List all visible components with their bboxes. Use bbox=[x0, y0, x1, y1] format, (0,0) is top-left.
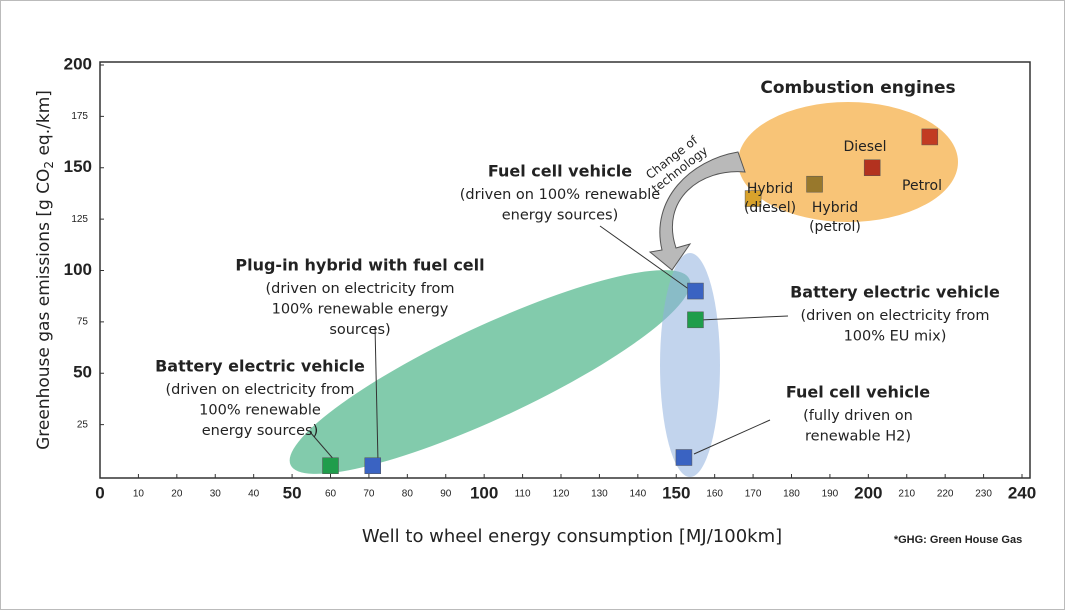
x-tick-label: 150 bbox=[662, 483, 690, 502]
point bbox=[687, 282, 704, 300]
y-tick-label: 100 bbox=[64, 260, 92, 279]
callout-line bbox=[693, 419, 771, 455]
footnote: *GHG: Green House Gas bbox=[894, 534, 1022, 546]
x-tick-label: 200 bbox=[854, 483, 882, 502]
x-tick-label: 110 bbox=[515, 489, 531, 500]
annotation-text: (fully driven on bbox=[803, 408, 913, 424]
annotation-text: (driven on electricity from bbox=[166, 382, 355, 398]
annotation-text: energy sources) bbox=[502, 208, 619, 224]
y-tick-label: 75 bbox=[77, 317, 89, 328]
x-tick-label: 100 bbox=[470, 483, 498, 502]
x-tick-label: 190 bbox=[822, 489, 839, 500]
x-tick-label: 0 bbox=[95, 483, 104, 502]
x-tick-label: 210 bbox=[898, 489, 915, 500]
x-tick-label: 90 bbox=[440, 489, 452, 500]
fuelcell-ellipse bbox=[660, 253, 720, 477]
x-tick-label: 40 bbox=[248, 489, 260, 500]
y-tick-label: 175 bbox=[71, 111, 88, 122]
y-label-part: Greenhouse gas emissions [g CO bbox=[34, 169, 54, 450]
point bbox=[863, 159, 881, 176]
x-tick-label: 120 bbox=[553, 489, 570, 500]
point bbox=[322, 457, 339, 474]
change-arrow bbox=[648, 151, 746, 271]
annotation-text: sources) bbox=[329, 322, 390, 338]
callout-line bbox=[374, 325, 379, 463]
x-tick-label: 50 bbox=[283, 483, 302, 502]
x-tick-label: 80 bbox=[402, 489, 414, 500]
y-tick-label: 25 bbox=[77, 419, 89, 430]
combustion-ellipse bbox=[738, 102, 958, 222]
annotation-text: (driven on electricity from bbox=[266, 281, 455, 297]
point bbox=[687, 311, 704, 329]
point bbox=[806, 175, 823, 193]
point-label: Diesel bbox=[843, 139, 886, 155]
y-tick-label: 125 bbox=[71, 214, 88, 225]
point-label: Petrol bbox=[902, 178, 942, 194]
x-tick-label: 20 bbox=[171, 489, 183, 500]
x-tick-label: 240 bbox=[1008, 483, 1036, 502]
annotation-text: (driven on electricity from bbox=[801, 308, 990, 324]
x-tick-label: 220 bbox=[937, 489, 954, 500]
annotation-text: (driven on 100% renewable bbox=[460, 187, 661, 203]
annotation-title: Plug-in hybrid with fuel cell bbox=[235, 256, 484, 275]
point-label: (diesel) bbox=[744, 200, 796, 216]
annotation-title: Combustion engines bbox=[760, 78, 955, 98]
x-tick-label: 70 bbox=[363, 489, 375, 500]
annotation-text: energy sources) bbox=[202, 423, 319, 439]
y-tick-label: 200 bbox=[64, 54, 92, 73]
x-tick-label: 140 bbox=[629, 489, 646, 500]
x-tick-label: 30 bbox=[210, 489, 222, 500]
x-tick-label: 130 bbox=[591, 489, 608, 500]
callout-line bbox=[699, 315, 789, 321]
annotation-text: 100% EU mix) bbox=[844, 329, 947, 345]
x-tick-label: 230 bbox=[975, 489, 992, 500]
point-label: (petrol) bbox=[809, 219, 861, 235]
x-axis-label: Well to wheel energy consumption [MJ/100… bbox=[362, 526, 782, 547]
point bbox=[675, 449, 693, 466]
y-axis-label: Greenhouse gas emissions [g CO2 eq./km] bbox=[34, 90, 56, 450]
callout-line bbox=[309, 431, 337, 463]
x-tick-label: 10 bbox=[133, 489, 145, 500]
annotation-title: Battery electric vehicle bbox=[155, 357, 365, 376]
y-tick-label: 150 bbox=[64, 157, 92, 176]
x-tick-label: 180 bbox=[783, 489, 800, 500]
electric-ellipse bbox=[289, 270, 691, 474]
point bbox=[744, 190, 762, 207]
annotation-title: Battery electric vehicle bbox=[790, 283, 1000, 302]
x-tick-label: 160 bbox=[706, 489, 723, 500]
y-label-sub: 2 bbox=[42, 161, 56, 169]
point bbox=[364, 457, 382, 474]
point bbox=[921, 128, 939, 146]
point-label: Hybrid bbox=[812, 200, 858, 216]
x-tick-label: 60 bbox=[325, 489, 337, 500]
annotation-title: Fuel cell vehicle bbox=[786, 383, 930, 402]
y-tick-label: 50 bbox=[73, 363, 92, 382]
callouts bbox=[309, 225, 789, 463]
annotation-text: 100% renewable energy bbox=[272, 302, 449, 318]
x-tick-label: 170 bbox=[745, 489, 762, 500]
annotation-text: 100% renewable bbox=[199, 403, 321, 419]
annotation-text: renewable H2) bbox=[805, 429, 911, 445]
callout-line bbox=[599, 225, 691, 291]
point-label: Hybrid bbox=[747, 181, 793, 197]
annotation-title: Fuel cell vehicle bbox=[488, 162, 632, 181]
y-label-part: eq./km] bbox=[34, 90, 54, 161]
